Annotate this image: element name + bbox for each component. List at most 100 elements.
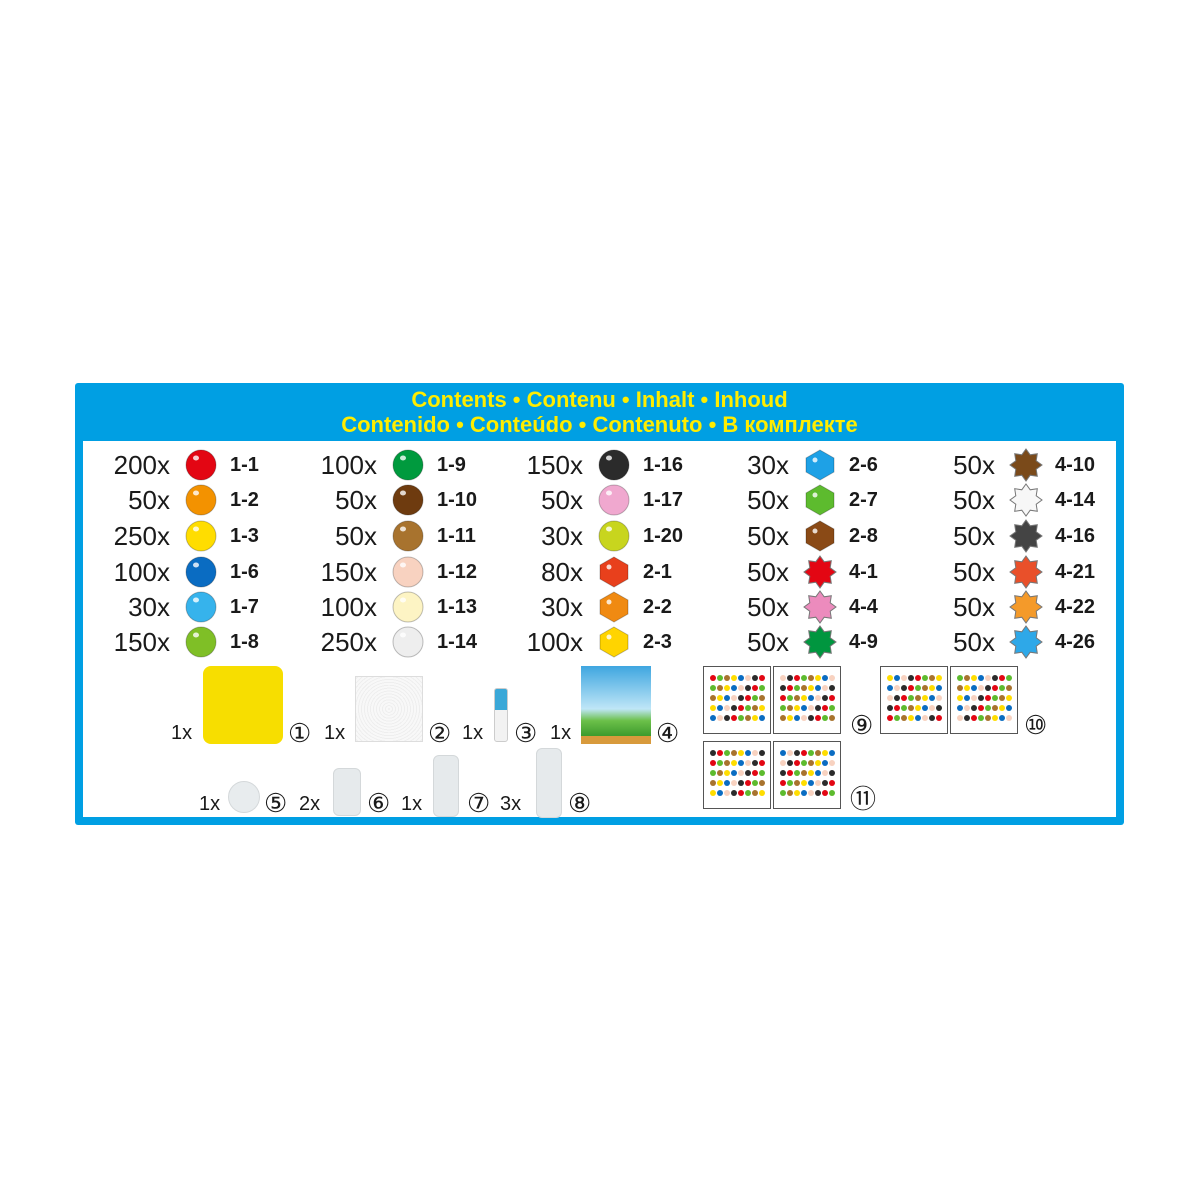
- bead-quantity: 150x: [320, 557, 377, 587]
- pattern-bead: [999, 695, 1005, 701]
- pattern-bead: [787, 790, 793, 796]
- item-number: ⑧: [568, 788, 592, 818]
- pattern-bead: [887, 705, 893, 711]
- connector-long-image: [433, 755, 459, 817]
- header-line-1: Contents • Contenu • Inhalt • Inhoud: [411, 387, 788, 412]
- bead-code: 2-2: [643, 596, 672, 618]
- pattern-bead: [915, 675, 921, 681]
- pattern-bead: [752, 715, 758, 721]
- bead-quantity: 50x: [953, 627, 995, 657]
- pattern-bead: [717, 780, 723, 786]
- pattern-bead: [717, 685, 723, 691]
- pattern-bead: [724, 685, 730, 691]
- pattern-bead: [801, 705, 807, 711]
- pattern-bead: [738, 695, 744, 701]
- bead-circle-icon: [184, 555, 218, 589]
- pattern-bead: [985, 685, 991, 691]
- pattern-bead: [780, 750, 786, 756]
- pattern-bead: [815, 780, 821, 786]
- pattern-bead: [794, 750, 800, 756]
- pattern-bead: [1006, 705, 1012, 711]
- sprayer-image: [494, 688, 508, 742]
- bead-quantity: 50x: [953, 557, 995, 587]
- pattern-bead: [801, 685, 807, 691]
- item-number: ①: [288, 718, 312, 748]
- bead-quantity: 100x: [320, 592, 377, 622]
- pen-tip-image: [228, 781, 260, 813]
- pattern-bead: [794, 675, 800, 681]
- pattern-bead: [738, 770, 744, 776]
- pattern-bead: [787, 715, 793, 721]
- pattern-bead: [752, 760, 758, 766]
- bead-hexagon-icon: [803, 519, 837, 553]
- pattern-bead: [731, 715, 737, 721]
- pattern-bead: [936, 705, 942, 711]
- pattern-bead: [759, 695, 765, 701]
- bead-circle-icon: [597, 519, 631, 553]
- bead-quantity: 50x: [747, 485, 789, 515]
- pattern-bead: [745, 675, 751, 681]
- pattern-bead: [992, 705, 998, 711]
- pattern-bead: [894, 685, 900, 691]
- pattern-bead: [745, 685, 751, 691]
- bead-quantity: 100x: [113, 557, 170, 587]
- item-number: ⑩: [1024, 710, 1048, 740]
- pattern-bead: [759, 705, 765, 711]
- pattern-bead: [780, 675, 786, 681]
- pattern-bead: [829, 760, 835, 766]
- bead-circle-icon: [184, 625, 218, 659]
- bead-quantity: 100x: [320, 450, 377, 480]
- bead-code: 1-6: [230, 561, 259, 583]
- bead-star-icon: [1009, 483, 1043, 517]
- pattern-bead: [745, 715, 751, 721]
- pattern-bead: [738, 685, 744, 691]
- pattern-bead: [780, 770, 786, 776]
- pattern-bead: [801, 780, 807, 786]
- pattern-bead: [936, 685, 942, 691]
- pattern-bead: [908, 675, 914, 681]
- pattern-bead: [752, 790, 758, 796]
- bead-star-icon: [1009, 625, 1043, 659]
- pattern-bead: [815, 760, 821, 766]
- pattern-bead: [808, 780, 814, 786]
- pattern-bead: [738, 780, 744, 786]
- pattern-bead: [717, 770, 723, 776]
- pattern-bead: [829, 675, 835, 681]
- pattern-bead: [971, 685, 977, 691]
- bead-hexagon-icon: [803, 483, 837, 517]
- pattern-bead: [724, 760, 730, 766]
- pattern-bead: [815, 705, 821, 711]
- pattern-bead: [738, 760, 744, 766]
- pattern-bead: [901, 715, 907, 721]
- pattern-bead: [759, 750, 765, 756]
- pattern-bead: [787, 695, 793, 701]
- pattern-bead: [710, 780, 716, 786]
- pattern-bead: [936, 675, 942, 681]
- header-line-2: Contenido • Conteúdo • Contenuto • В ком…: [341, 412, 858, 437]
- pattern-bead: [710, 715, 716, 721]
- pattern-bead: [808, 790, 814, 796]
- pattern-bead: [745, 790, 751, 796]
- pattern-bead: [710, 760, 716, 766]
- bead-quantity: 50x: [747, 627, 789, 657]
- item-number: ⑥: [367, 788, 391, 818]
- bead-circle-icon: [184, 483, 218, 517]
- pattern-bead: [710, 675, 716, 681]
- bead-code: 2-8: [849, 525, 878, 547]
- bead-code: 1-14: [437, 631, 478, 653]
- pattern-bead: [929, 685, 935, 691]
- bead-quantity: 50x: [541, 485, 583, 515]
- pattern-bead: [801, 770, 807, 776]
- bead-quantity: 200x: [113, 450, 170, 480]
- bead-code: 1-2: [230, 489, 259, 511]
- pattern-bead: [815, 695, 821, 701]
- pattern-bead: [957, 695, 963, 701]
- bead-quantity: 100x: [526, 627, 583, 657]
- bead-code: 4-4: [849, 596, 878, 618]
- pattern-bead: [724, 780, 730, 786]
- pattern-bead: [787, 675, 793, 681]
- pattern-bead: [794, 770, 800, 776]
- item-number: ⑦: [467, 788, 491, 818]
- accessory-qty: 1x: [401, 793, 423, 815]
- pattern-bead: [978, 695, 984, 701]
